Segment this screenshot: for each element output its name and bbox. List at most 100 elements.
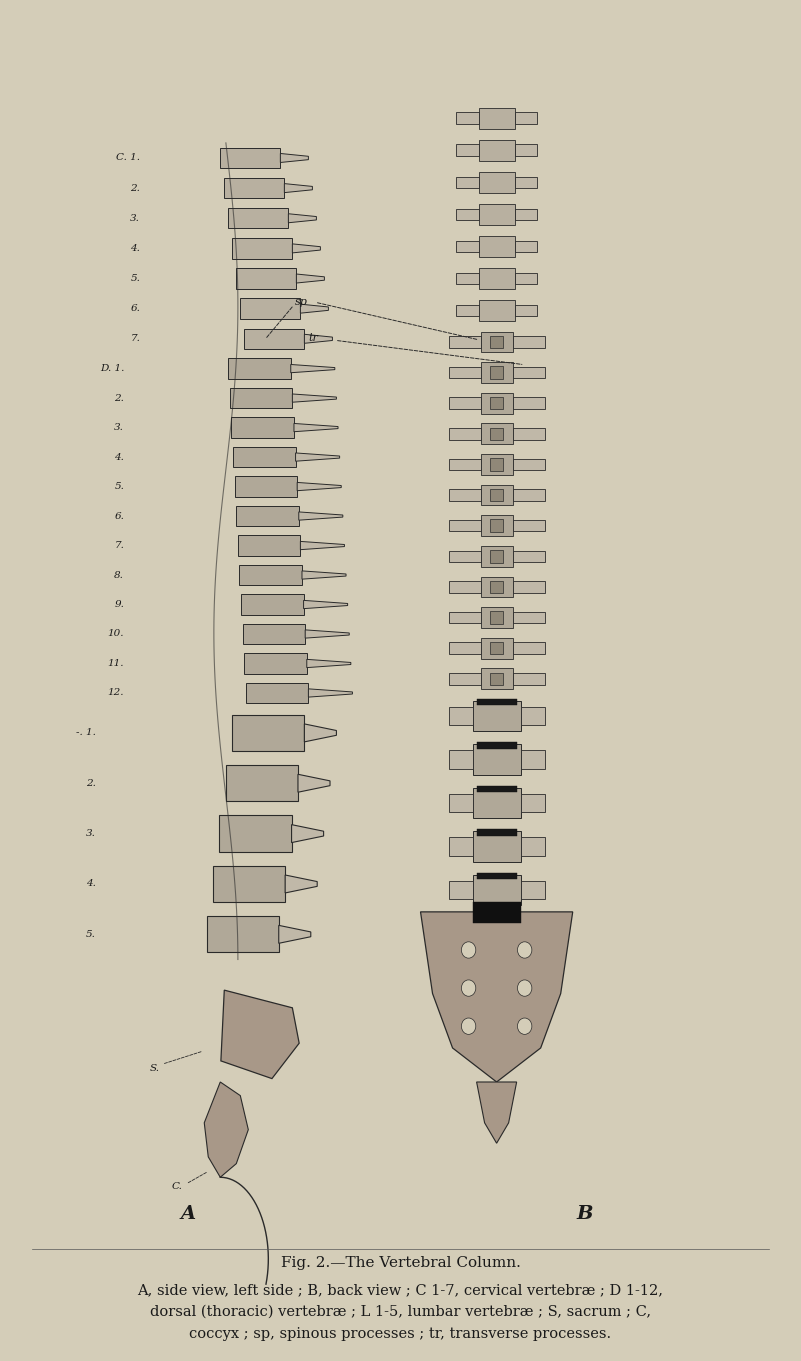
- Bar: [219, 815, 292, 852]
- Text: A, side view, left side ; B, back view ; C 1-7, cervical vertebræ ; D 1-12,: A, side view, left side ; B, back view ;…: [138, 1283, 663, 1297]
- Polygon shape: [288, 214, 316, 223]
- Bar: [457, 305, 479, 316]
- Text: 4.: 4.: [131, 244, 140, 253]
- Bar: [240, 298, 300, 318]
- Polygon shape: [304, 335, 332, 343]
- Bar: [490, 336, 503, 348]
- Bar: [232, 238, 292, 259]
- Bar: [490, 642, 503, 655]
- Text: 12.: 12.: [107, 689, 124, 697]
- Polygon shape: [308, 689, 352, 697]
- Bar: [490, 366, 503, 378]
- Bar: [481, 546, 513, 566]
- Bar: [449, 612, 481, 623]
- Text: 4.: 4.: [87, 879, 96, 889]
- Bar: [449, 837, 473, 856]
- Bar: [473, 875, 521, 905]
- Polygon shape: [291, 365, 335, 373]
- Bar: [490, 427, 503, 440]
- Polygon shape: [302, 570, 346, 580]
- Bar: [513, 674, 545, 685]
- Bar: [230, 388, 292, 408]
- Bar: [513, 490, 545, 501]
- Bar: [220, 148, 280, 169]
- Ellipse shape: [517, 1018, 532, 1034]
- Bar: [244, 328, 304, 348]
- Ellipse shape: [461, 942, 476, 958]
- Bar: [238, 535, 300, 555]
- Polygon shape: [285, 875, 317, 893]
- Bar: [473, 701, 521, 731]
- Text: 5.: 5.: [115, 482, 124, 491]
- Polygon shape: [221, 991, 300, 1078]
- Polygon shape: [477, 1082, 517, 1143]
- Bar: [449, 459, 481, 470]
- Bar: [477, 785, 517, 792]
- Text: dorsal (thoracic) vertebræ ; L 1-5, lumbar vertebræ ; S, sacrum ; C,: dorsal (thoracic) vertebræ ; L 1-5, lumb…: [150, 1305, 651, 1319]
- Bar: [457, 144, 479, 157]
- Bar: [224, 178, 284, 199]
- Ellipse shape: [461, 980, 476, 996]
- Bar: [479, 140, 515, 161]
- Text: 10.: 10.: [107, 630, 124, 638]
- Polygon shape: [294, 423, 338, 431]
- Bar: [449, 642, 481, 653]
- Text: coccyx ; sp, spinous processes ; tr, transverse processes.: coccyx ; sp, spinous processes ; tr, tra…: [190, 1327, 611, 1341]
- Text: C. 1.: C. 1.: [116, 154, 140, 162]
- Bar: [514, 144, 537, 157]
- Text: 6.: 6.: [115, 512, 124, 520]
- Polygon shape: [298, 774, 330, 792]
- Bar: [481, 393, 513, 414]
- Bar: [449, 520, 481, 531]
- Bar: [233, 446, 296, 467]
- Bar: [521, 837, 545, 856]
- Text: 2.: 2.: [131, 184, 140, 193]
- Bar: [449, 706, 473, 725]
- Ellipse shape: [517, 942, 532, 958]
- Bar: [244, 653, 307, 674]
- Polygon shape: [296, 274, 324, 283]
- Bar: [490, 520, 503, 532]
- Bar: [514, 113, 537, 124]
- Bar: [473, 832, 521, 862]
- Bar: [243, 623, 305, 644]
- Text: 9.: 9.: [115, 600, 124, 608]
- Bar: [521, 793, 545, 813]
- Polygon shape: [280, 154, 308, 162]
- Bar: [514, 305, 537, 316]
- Polygon shape: [299, 512, 343, 520]
- Polygon shape: [307, 659, 351, 668]
- Bar: [521, 706, 545, 725]
- Bar: [449, 674, 481, 685]
- Bar: [481, 332, 513, 352]
- Polygon shape: [284, 184, 312, 193]
- Bar: [490, 489, 503, 501]
- Bar: [514, 272, 537, 284]
- Polygon shape: [292, 393, 336, 403]
- Bar: [479, 204, 515, 225]
- Bar: [490, 550, 503, 562]
- Text: 3.: 3.: [87, 829, 96, 838]
- Bar: [236, 506, 299, 527]
- Bar: [449, 336, 481, 347]
- Bar: [479, 171, 515, 193]
- Bar: [481, 638, 513, 659]
- Polygon shape: [279, 925, 311, 943]
- Bar: [239, 565, 302, 585]
- Text: D. 1.: D. 1.: [100, 365, 124, 373]
- Bar: [449, 551, 481, 562]
- Ellipse shape: [461, 1018, 476, 1034]
- Bar: [490, 611, 503, 623]
- Bar: [513, 642, 545, 653]
- Bar: [481, 516, 513, 536]
- Text: 6.: 6.: [131, 304, 140, 313]
- Bar: [521, 881, 545, 900]
- Bar: [213, 866, 285, 902]
- Text: sp: sp: [295, 297, 308, 308]
- Text: -. 1.: -. 1.: [76, 728, 96, 738]
- Bar: [513, 551, 545, 562]
- Bar: [490, 397, 503, 410]
- Bar: [457, 113, 479, 124]
- Bar: [236, 268, 296, 289]
- Polygon shape: [204, 1082, 248, 1177]
